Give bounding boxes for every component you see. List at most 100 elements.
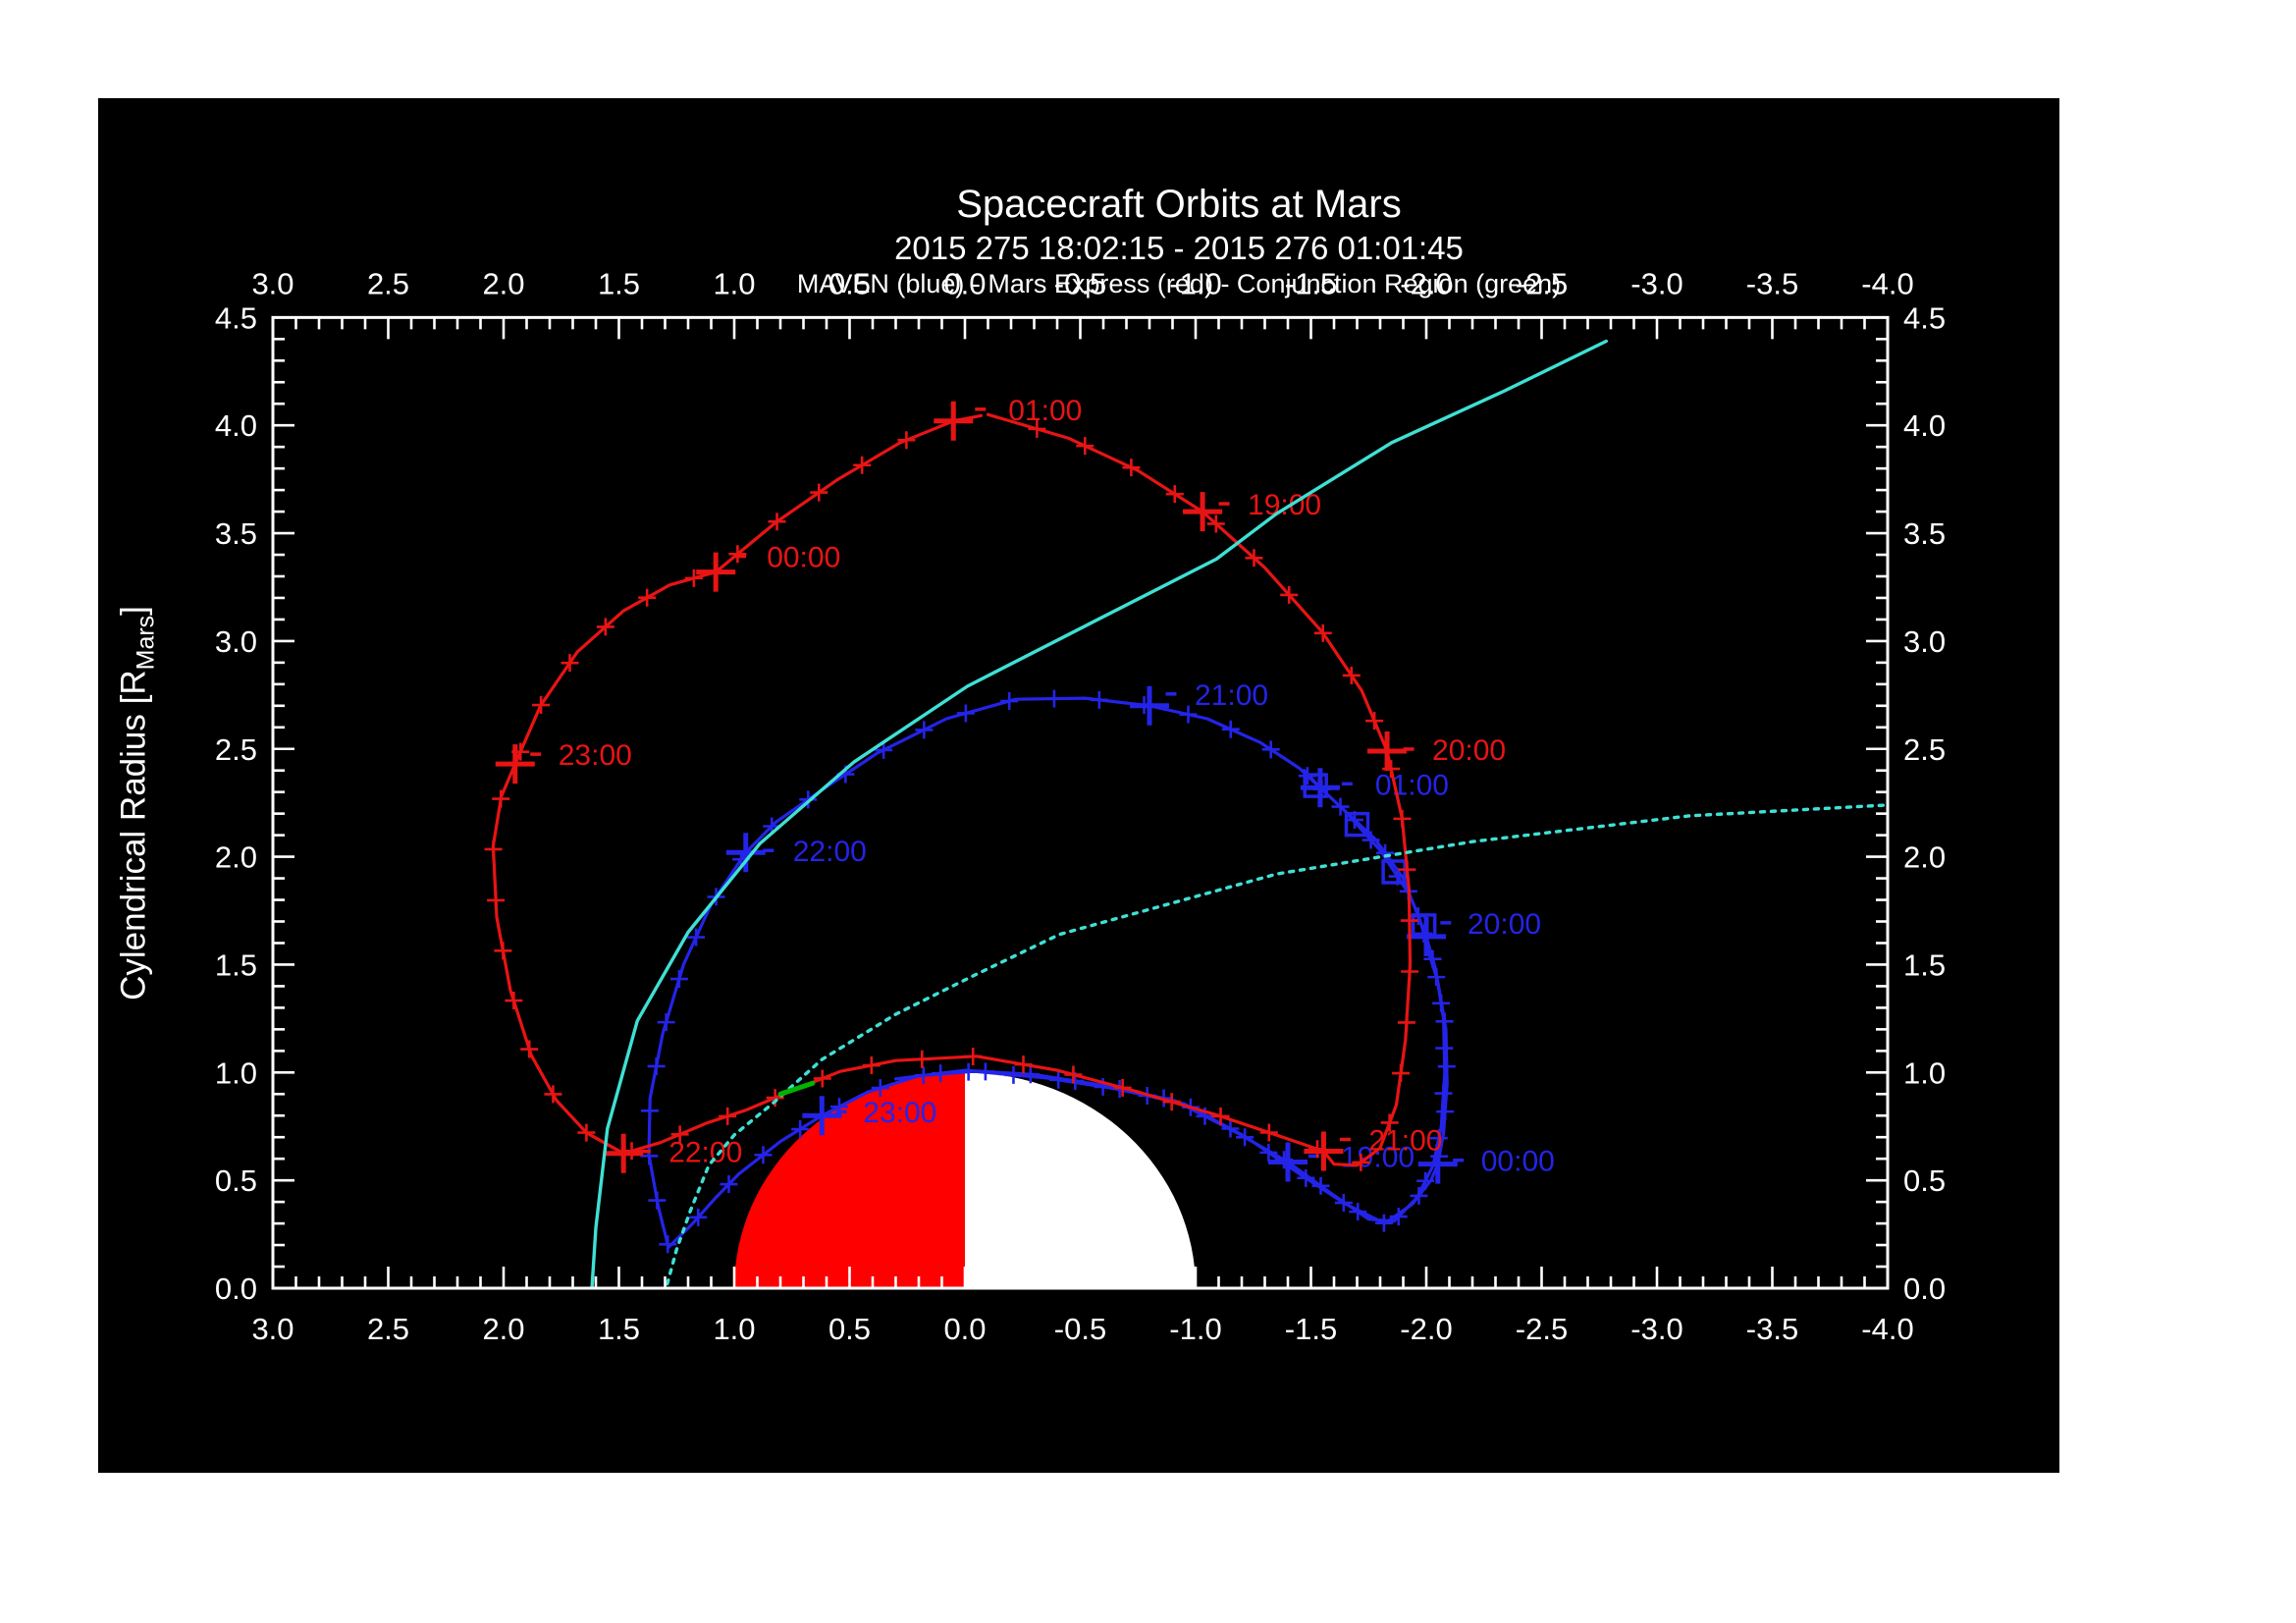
- minor-time-tick: [638, 588, 657, 607]
- hour-label: 00:00: [767, 542, 840, 574]
- hour-marker-cross: [1300, 768, 1340, 808]
- hour-label: 22:00: [668, 1137, 742, 1169]
- tick-label: 3.0: [251, 266, 294, 300]
- minor-time-tick: [897, 431, 916, 450]
- minor-time-tick: [669, 970, 688, 989]
- conjunction-region-segment-path: [777, 1080, 816, 1097]
- minor-time-tick: [1261, 740, 1280, 759]
- tick-label: 3.5: [1903, 516, 1946, 551]
- minor-time-tick: [915, 721, 934, 739]
- minor-time-tick: [976, 1062, 994, 1081]
- minor-time-tick: [1437, 1057, 1456, 1076]
- minor-time-tick: [1349, 1203, 1367, 1221]
- minor-time-tick: [1313, 623, 1332, 642]
- minor-time-tick: [1434, 1084, 1453, 1103]
- series-conjunction-region-segment: [777, 1080, 816, 1097]
- minor-time-tick: [1211, 1107, 1230, 1125]
- tick-label: -1.5: [1285, 1312, 1337, 1346]
- tick-label: 0.0: [1903, 1271, 1946, 1306]
- minor-time-tick: [728, 545, 747, 564]
- minor-time-tick: [1259, 1123, 1278, 1142]
- series-mars-express: 19:00 20:00 21:00 22:00 23:00 00:00 01:00: [484, 395, 1506, 1173]
- minor-time-tick: [1280, 585, 1299, 604]
- minor-time-tick: [670, 1125, 689, 1144]
- tick-label: 2.5: [1903, 732, 1946, 767]
- minor-time-tick: [1236, 1128, 1255, 1147]
- hour-marker-cross: [1367, 730, 1408, 771]
- mars-nightside-half: [965, 1072, 1196, 1288]
- minor-time-tick: [1044, 689, 1063, 708]
- minor-time-tick: [1259, 1143, 1278, 1162]
- minor-time-tick: [1380, 1113, 1399, 1132]
- minor-time-tick: [1401, 962, 1419, 981]
- minor-time-tick: [1021, 1065, 1040, 1084]
- minor-time-tick: [596, 618, 614, 636]
- page-title: Spacecraft Orbits at Mars: [956, 183, 1402, 226]
- hour-label: 22:00: [793, 836, 867, 868]
- hour-label: 20:00: [1468, 908, 1541, 941]
- hour-label: 01:00: [1375, 769, 1449, 801]
- tick-label: 0.0: [943, 1312, 986, 1346]
- tick-label: 1.0: [713, 266, 755, 300]
- axes-frame: 3.0 3.0 2.5 2.5 2.0 2.0 1.5 1.5 1.0 1.0 0.5 0.5 0.0 0…: [215, 266, 1946, 1346]
- tick-label: 2.0: [215, 840, 257, 875]
- minor-time-tick: [1064, 1065, 1083, 1084]
- minor-time-tick: [1162, 1093, 1181, 1111]
- minor-time-tick: [561, 654, 579, 673]
- minor-time-tick: [766, 1089, 784, 1108]
- tick-label: 4.0: [215, 408, 257, 443]
- x-axis-label-main: X: [986, 1490, 1009, 1529]
- tick-label: -3.0: [1630, 266, 1682, 300]
- orbit-curves: 19:0020:0021:0022:0023:0000:0001:0019:00…: [484, 339, 1888, 1289]
- minor-time-tick: [1429, 1129, 1448, 1148]
- series-cyan-solid-boundary-curve: [590, 339, 1608, 1289]
- minor-time-tick: [959, 1062, 978, 1081]
- tick-label: 3.0: [215, 624, 257, 659]
- tick-label: 2.0: [482, 266, 524, 300]
- tick-label: -2.5: [1516, 266, 1568, 300]
- tick-label: 0.5: [828, 266, 871, 300]
- minor-time-tick: [487, 891, 506, 909]
- hour-label: 21:00: [1195, 679, 1268, 712]
- minor-time-tick: [1400, 911, 1418, 930]
- minor-time-tick: [1000, 692, 1019, 711]
- Mars Express-path: [491, 412, 1413, 1167]
- minor-time-tick: [657, 1013, 675, 1032]
- x-axis-label: XMSO [RMars = 3389.5 km]: [371, 1490, 1987, 1537]
- tick-label: -3.5: [1746, 1312, 1798, 1346]
- minor-time-tick: [640, 1102, 659, 1120]
- tick-label: 1.5: [1903, 947, 1946, 982]
- minor-time-tick: [1392, 1064, 1411, 1083]
- minor-time-tick: [520, 1040, 539, 1058]
- tick-label: 0.5: [215, 1163, 257, 1198]
- minor-time-tick: [1435, 1039, 1454, 1057]
- tick-label: 0.0: [943, 266, 986, 300]
- hour-marker-cross: [495, 744, 535, 784]
- hour-label: 20:00: [1432, 734, 1506, 767]
- x-axis-label-sub: MSO: [1008, 1508, 1065, 1536]
- tick-label: -4.0: [1861, 266, 1913, 300]
- minor-time-tick: [1311, 1176, 1330, 1195]
- time-range-subtitle: 2015 275 18:02:15 - 2015 276 01:01:45: [894, 230, 1464, 266]
- tick-label: 4.5: [215, 300, 257, 335]
- minor-time-tick: [862, 1056, 881, 1075]
- hour-marker-cross: [1268, 1142, 1308, 1182]
- minor-time-tick: [1393, 809, 1412, 828]
- tick-label: -1.0: [1169, 266, 1221, 300]
- minor-time-tick: [813, 1069, 831, 1088]
- minor-time-tick: [914, 1066, 933, 1085]
- tick-label: 2.0: [1903, 840, 1946, 875]
- minor-time-tick: [1374, 1214, 1393, 1232]
- hour-marker-cross: [1130, 685, 1169, 726]
- minor-time-tick: [1423, 949, 1442, 968]
- minor-time-tick: [1397, 1013, 1415, 1032]
- minor-time-tick: [871, 1079, 889, 1098]
- tick-label: -3.5: [1746, 266, 1798, 300]
- minor-time-tick: [687, 928, 706, 947]
- tick-label: -0.5: [1054, 1312, 1106, 1346]
- minor-time-tick: [684, 568, 703, 587]
- tick-label: -2.0: [1400, 1312, 1452, 1346]
- hour-label: 01:00: [1008, 395, 1082, 427]
- minor-time-tick: [1435, 1012, 1454, 1031]
